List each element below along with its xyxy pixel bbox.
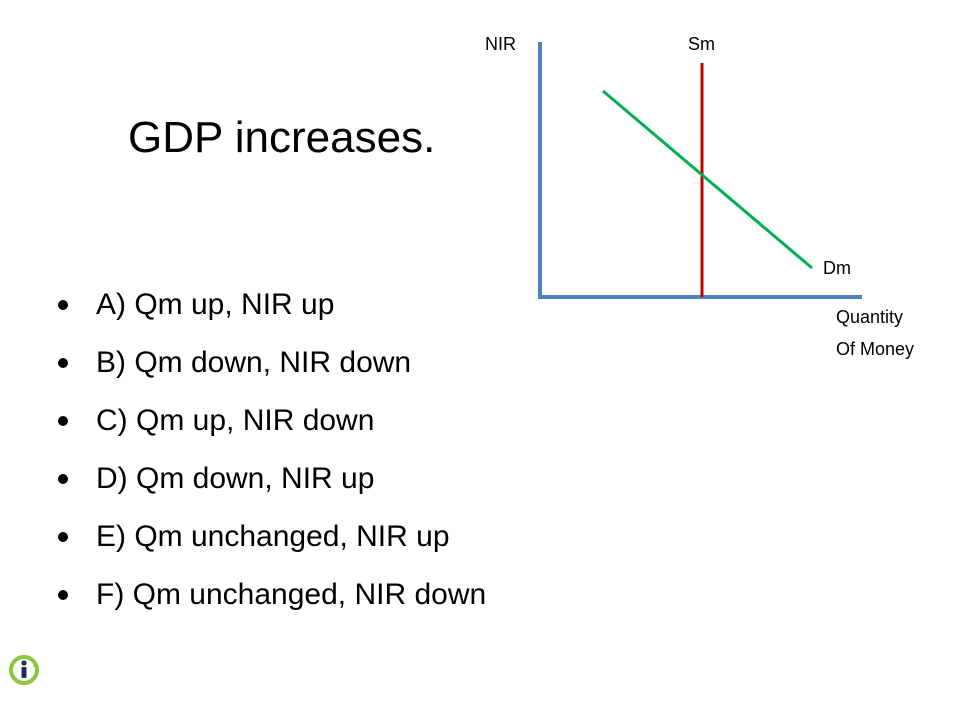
option-label: C) Qm up, NIR down [96,404,375,437]
y-axis-label: NIR [485,34,516,54]
money-demand-curve [602,89,813,270]
option-a: A) Qm up, NIR up [58,280,486,338]
info-logo-icon [9,655,39,685]
x-axis-label-line2: Of Money [836,339,914,359]
option-label: E) Qm unchanged, NIR up [96,520,450,553]
option-c: C) Qm up, NIR down [58,396,486,454]
option-b: B) Qm down, NIR down [58,338,486,396]
supply-curve-label: Sm [688,34,715,54]
bullet-icon [58,474,68,484]
option-label: F) Qm unchanged, NIR down [96,578,487,611]
bullet-icon [58,590,68,600]
bullet-icon [58,358,68,368]
option-label: A) Qm up, NIR up [96,288,335,321]
demand-curve-label: Dm [823,258,851,278]
bullet-icon [58,300,68,310]
bullet-icon [58,416,68,426]
option-e: E) Qm unchanged, NIR up [58,512,486,570]
answer-options: A) Qm up, NIR up B) Qm down, NIR down C)… [58,280,486,628]
slide-title: GDP increases. [128,113,436,162]
bullet-icon [58,532,68,542]
option-label: D) Qm down, NIR up [96,462,375,495]
option-f: F) Qm unchanged, NIR down [58,570,486,628]
option-label: B) Qm down, NIR down [96,346,412,379]
x-axis-label-line1: Quantity [836,307,903,327]
option-d: D) Qm down, NIR up [58,454,486,512]
